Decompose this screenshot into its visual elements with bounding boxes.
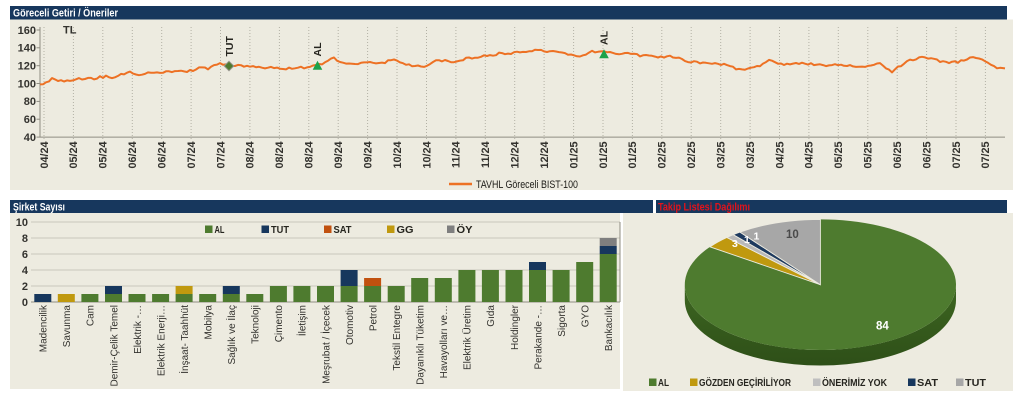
svg-text:07/24: 07/24 bbox=[215, 142, 227, 169]
svg-text:4: 4 bbox=[22, 265, 29, 277]
svg-text:Elektrik Üretim: Elektrik Üretim bbox=[462, 305, 474, 370]
svg-text:100: 100 bbox=[18, 78, 36, 90]
svg-text:8: 8 bbox=[22, 233, 28, 245]
svg-text:AL: AL bbox=[599, 30, 611, 45]
svg-text:10/24: 10/24 bbox=[421, 142, 433, 169]
svg-text:05/25: 05/25 bbox=[863, 142, 875, 169]
svg-text:07/25: 07/25 bbox=[980, 142, 992, 169]
svg-text:03/25: 03/25 bbox=[745, 142, 757, 169]
svg-text:01/25: 01/25 bbox=[627, 142, 639, 169]
svg-text:07/25: 07/25 bbox=[951, 142, 963, 169]
svg-text:Dayanıklı Tüketim: Dayanıklı Tüketim bbox=[416, 305, 427, 385]
svg-text:40: 40 bbox=[24, 132, 36, 144]
svg-text:12/24: 12/24 bbox=[510, 142, 522, 169]
svg-text:60: 60 bbox=[24, 114, 36, 126]
svg-text:80: 80 bbox=[24, 96, 36, 108]
svg-text:GG: GG bbox=[397, 224, 414, 236]
svg-text:11/24: 11/24 bbox=[451, 142, 463, 168]
svg-text:05/24: 05/24 bbox=[98, 142, 110, 169]
svg-text:Meşrubat / İçecek: Meşrubat / İçecek bbox=[319, 304, 332, 384]
svg-text:12/24: 12/24 bbox=[539, 142, 551, 169]
svg-text:09/24: 09/24 bbox=[362, 142, 374, 169]
svg-text:Teknoloji: Teknoloji bbox=[251, 305, 262, 344]
svg-text:Elektrik Enerji…: Elektrik Enerji… bbox=[156, 305, 167, 376]
svg-text:Sağlık ve İlaç: Sağlık ve İlaç bbox=[225, 305, 238, 364]
svg-text:Cam: Cam bbox=[86, 305, 97, 326]
svg-text:05/25: 05/25 bbox=[833, 142, 845, 169]
svg-text:Holdingler: Holdingler bbox=[510, 304, 521, 350]
svg-text:Havayolları ve…: Havayolları ve… bbox=[439, 305, 450, 378]
svg-text:AL: AL bbox=[215, 224, 225, 236]
svg-text:140: 140 bbox=[18, 43, 36, 55]
svg-text:02/25: 02/25 bbox=[686, 142, 698, 169]
svg-text:10: 10 bbox=[16, 217, 28, 229]
svg-text:08/24: 08/24 bbox=[245, 142, 257, 169]
svg-text:2: 2 bbox=[22, 281, 28, 293]
svg-text:Çimento: Çimento bbox=[274, 305, 285, 343]
svg-text:06/25: 06/25 bbox=[921, 142, 933, 169]
svg-text:ÖY: ÖY bbox=[457, 223, 473, 236]
svg-text:AL: AL bbox=[658, 377, 669, 389]
svg-text:Şirket Sayısı: Şirket Sayısı bbox=[13, 202, 65, 214]
svg-text:03/25: 03/25 bbox=[716, 142, 728, 169]
svg-text:120: 120 bbox=[18, 61, 36, 73]
svg-text:08/24: 08/24 bbox=[304, 142, 316, 169]
svg-text:İnşaat- Taahhüt: İnşaat- Taahhüt bbox=[178, 305, 191, 374]
svg-text:3: 3 bbox=[732, 238, 738, 250]
svg-text:08/24: 08/24 bbox=[274, 142, 286, 169]
svg-text:TL: TL bbox=[63, 25, 77, 37]
svg-text:06/24: 06/24 bbox=[157, 142, 169, 169]
svg-text:01/25: 01/25 bbox=[598, 142, 610, 169]
svg-text:6: 6 bbox=[22, 249, 28, 261]
svg-text:11/24: 11/24 bbox=[480, 142, 492, 168]
svg-text:TUT: TUT bbox=[224, 36, 236, 57]
svg-text:10: 10 bbox=[786, 229, 799, 241]
svg-text:84: 84 bbox=[876, 321, 889, 333]
svg-text:Madencilik: Madencilik bbox=[39, 304, 50, 352]
svg-text:GYO: GYO bbox=[581, 305, 592, 327]
svg-text:TAVHL Göreceli BIST-100: TAVHL Göreceli BIST-100 bbox=[476, 179, 578, 191]
svg-text:GÖZDEN GEÇİRİLİYOR: GÖZDEN GEÇİRİLİYOR bbox=[699, 376, 791, 389]
svg-text:Tekstil Entegre: Tekstil Entegre bbox=[392, 305, 403, 371]
svg-text:TUT: TUT bbox=[271, 224, 290, 236]
svg-text:ÖNERİMİZ YOK: ÖNERİMİZ YOK bbox=[822, 376, 887, 389]
svg-text:05/24: 05/24 bbox=[68, 142, 80, 169]
svg-text:04/25: 04/25 bbox=[774, 142, 786, 169]
svg-text:04/25: 04/25 bbox=[804, 142, 816, 169]
svg-text:160: 160 bbox=[18, 25, 36, 37]
svg-text:Perakande -…: Perakande -… bbox=[533, 305, 544, 369]
svg-text:07/24: 07/24 bbox=[186, 142, 198, 169]
svg-text:01/25: 01/25 bbox=[568, 142, 580, 169]
svg-text:AL: AL bbox=[312, 42, 324, 57]
svg-text:04/24: 04/24 bbox=[39, 142, 51, 169]
svg-text:Bankacılık: Bankacılık bbox=[604, 304, 615, 351]
svg-text:Takip Listesi Dağılımı: Takip Listesi Dağılımı bbox=[658, 202, 750, 214]
svg-text:Mobilya: Mobilya bbox=[204, 305, 215, 340]
svg-text:Otomotiv: Otomotiv bbox=[345, 305, 356, 345]
svg-text:10/24: 10/24 bbox=[392, 142, 404, 169]
svg-text:1: 1 bbox=[744, 234, 750, 246]
svg-text:Gıda: Gıda bbox=[486, 305, 497, 327]
svg-text:SAT: SAT bbox=[334, 224, 353, 236]
svg-text:Demir-Çelik Temel: Demir-Çelik Temel bbox=[109, 305, 120, 387]
svg-text:TUT: TUT bbox=[965, 377, 987, 389]
svg-text:Petrol: Petrol bbox=[368, 305, 379, 331]
svg-text:SAT: SAT bbox=[917, 377, 939, 389]
svg-text:06/25: 06/25 bbox=[892, 142, 904, 169]
svg-text:09/24: 09/24 bbox=[333, 142, 345, 169]
svg-text:02/25: 02/25 bbox=[657, 142, 669, 169]
svg-text:06/24: 06/24 bbox=[127, 142, 139, 169]
svg-text:Elektrik -…: Elektrik -… bbox=[133, 305, 144, 354]
svg-text:0: 0 bbox=[22, 297, 28, 309]
svg-text:1: 1 bbox=[754, 231, 760, 243]
svg-text:İletişim: İletişim bbox=[296, 305, 309, 336]
svg-text:Göreceli Getiri / Öneriler: Göreceli Getiri / Öneriler bbox=[13, 7, 119, 20]
svg-text:Savunma: Savunma bbox=[62, 305, 73, 348]
svg-text:Sigorta: Sigorta bbox=[557, 305, 568, 337]
